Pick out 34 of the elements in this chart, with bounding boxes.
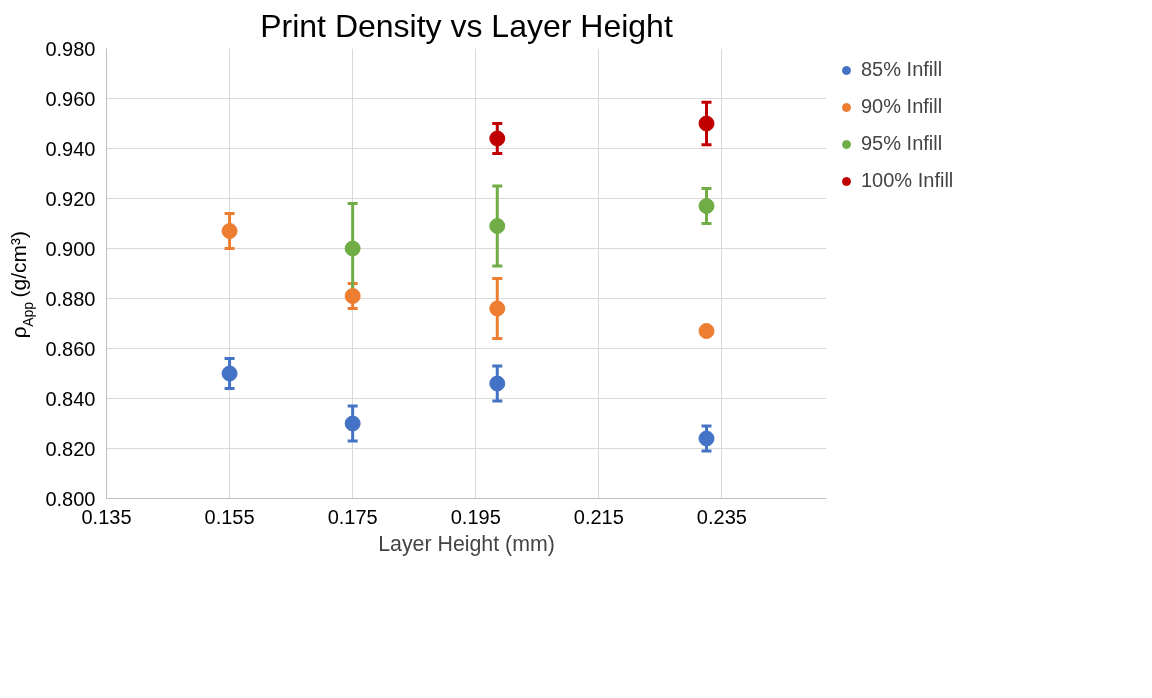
x-tick-label: 0.215 <box>573 505 624 528</box>
x-tick-label: 0.195 <box>450 505 501 528</box>
x-tick-label: 0.155 <box>204 505 255 528</box>
legend-label: 90% Infill <box>861 95 943 118</box>
y-tick-label: 0.940 <box>45 137 96 160</box>
point <box>344 240 361 257</box>
point <box>489 130 506 147</box>
x-tick-label: 0.235 <box>696 505 747 528</box>
x-tick-label: 0.175 <box>327 505 378 528</box>
y-tick-label: 0.960 <box>45 87 96 110</box>
point <box>698 198 715 214</box>
y-tick-label: 0.880 <box>45 287 96 310</box>
y-tick-label: 0.840 <box>45 387 96 410</box>
legend-label: 85% Infill <box>861 58 943 81</box>
y-tick-label: 0.920 <box>45 187 96 210</box>
y-tick-label: 0.820 <box>45 437 96 460</box>
point <box>344 415 361 432</box>
x-axis-title: Layer Height (mm) <box>378 531 555 556</box>
y-tick-label: 0.900 <box>45 237 96 260</box>
point <box>698 323 715 339</box>
point <box>489 218 506 234</box>
y-tick-label: 0.860 <box>45 337 96 360</box>
point <box>221 365 238 382</box>
y-axis-title: ρApp (g/cm³) <box>6 230 36 339</box>
point <box>489 375 506 392</box>
point <box>698 115 715 132</box>
point <box>489 300 506 317</box>
point <box>221 223 238 239</box>
chart-title: Print Density vs Layer Height <box>260 7 673 44</box>
legend-label: 95% Infill <box>861 132 943 155</box>
y-tick-label: 0.980 <box>45 37 96 60</box>
point <box>698 430 715 447</box>
point <box>344 288 361 304</box>
legend-label: 100% Infill <box>861 169 954 192</box>
